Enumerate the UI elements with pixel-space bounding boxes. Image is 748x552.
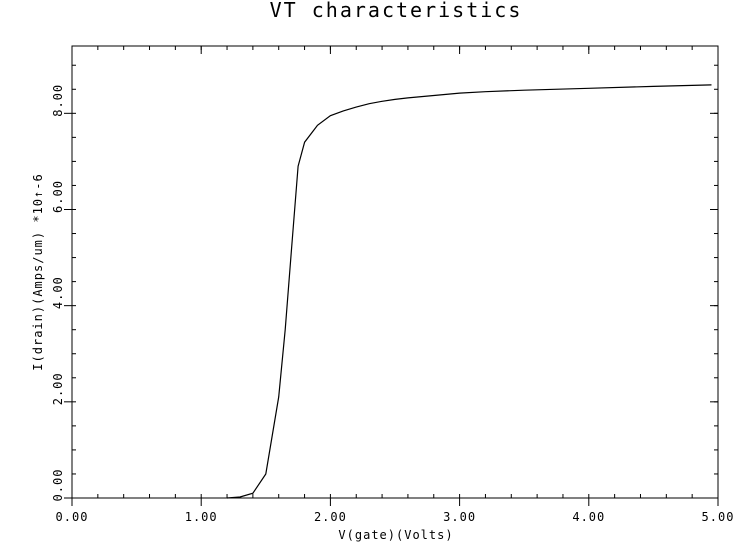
x-tick-label: 5.00 xyxy=(702,510,735,524)
x-tick-label: 2.00 xyxy=(314,510,347,524)
y-axis-ticks: 0.00 2.00 4.00 6.00 8.00 xyxy=(51,84,718,502)
x-tick-label: 3.00 xyxy=(443,510,476,524)
y-tick-label: 4.00 xyxy=(51,276,65,309)
x-axis-label: V(gate)(Volts) xyxy=(338,528,453,542)
minor-ticks xyxy=(72,46,718,498)
y-tick-label: 0.00 xyxy=(51,469,65,502)
x-tick-label: 4.00 xyxy=(572,510,605,524)
chart-title: VT characteristics xyxy=(270,0,523,22)
plot-frame xyxy=(71,45,719,499)
y-tick-label: 2.00 xyxy=(51,372,65,405)
y-axis-label: I(drain)(Amps/um) *10↑-6 xyxy=(31,173,45,370)
y-tick-label: 6.00 xyxy=(51,180,65,213)
x-tick-label: 0.00 xyxy=(56,510,89,524)
x-axis-ticks: 0.00 1.00 2.00 3.00 4.00 5.00 xyxy=(56,46,735,524)
y-tick-label: 8.00 xyxy=(51,84,65,117)
series-line xyxy=(226,84,712,499)
x-tick-label: 1.00 xyxy=(185,510,218,524)
